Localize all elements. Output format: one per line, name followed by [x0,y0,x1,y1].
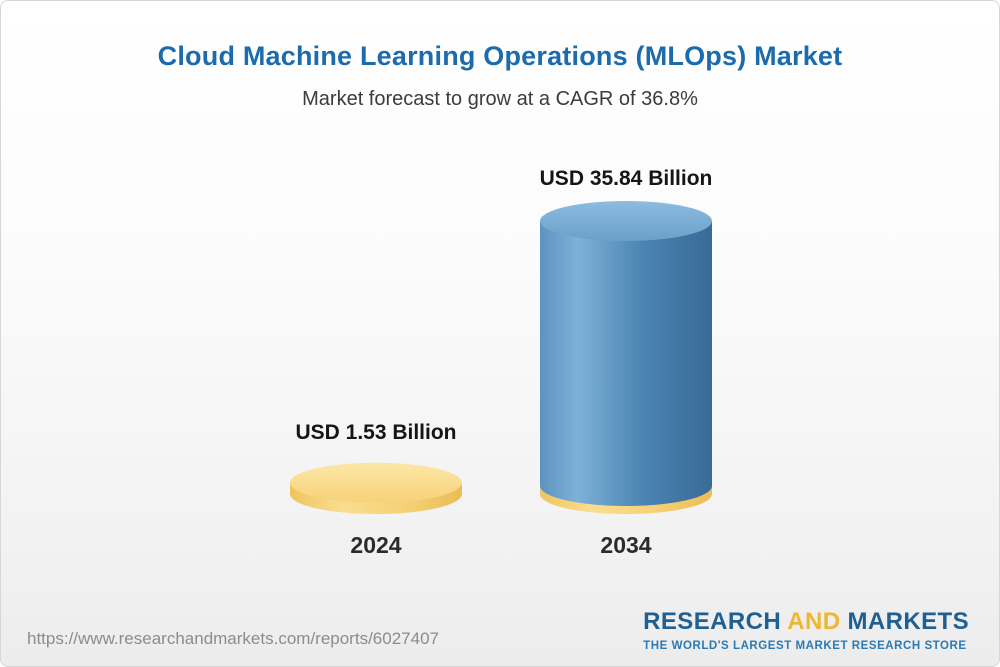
logo-tagline: THE WORLD'S LARGEST MARKET RESEARCH STOR… [643,640,967,652]
bar-value-label: USD 35.84 Billion [539,167,713,190]
logo-word-and: AND [787,608,841,635]
bar-chart: USD 1.53 Billion 2024 USD 35.84 Billion 203… [1,119,999,601]
bars-canvas [290,201,712,514]
footer: https://www.researchandmarkets.com/repor… [1,608,999,666]
logo-word-markets: MARKETS [847,608,969,635]
chart-subtitle: Market forecast to grow at a CAGR of 36.… [302,88,698,110]
company-logo: RESEARCH AND MARKETS THE WORLD'S LARGEST… [643,608,969,652]
header: Cloud Machine Learning Operations (MLOps… [1,1,999,111]
bar-2024 [290,462,462,514]
logo-wordmark: RESEARCH AND MARKETS [643,608,969,636]
chart-title: Cloud Machine Learning Operations (MLOps… [157,41,843,71]
x-axis-label: 2034 [600,532,652,558]
bar-2034 [540,201,712,514]
bar-value-label: USD 1.53 Billion [295,420,457,444]
report-url: https://www.researchandmarkets.com/repor… [27,629,439,648]
logo-word-research: RESEARCH [643,608,782,635]
x-axis-label: 2024 [350,532,402,558]
